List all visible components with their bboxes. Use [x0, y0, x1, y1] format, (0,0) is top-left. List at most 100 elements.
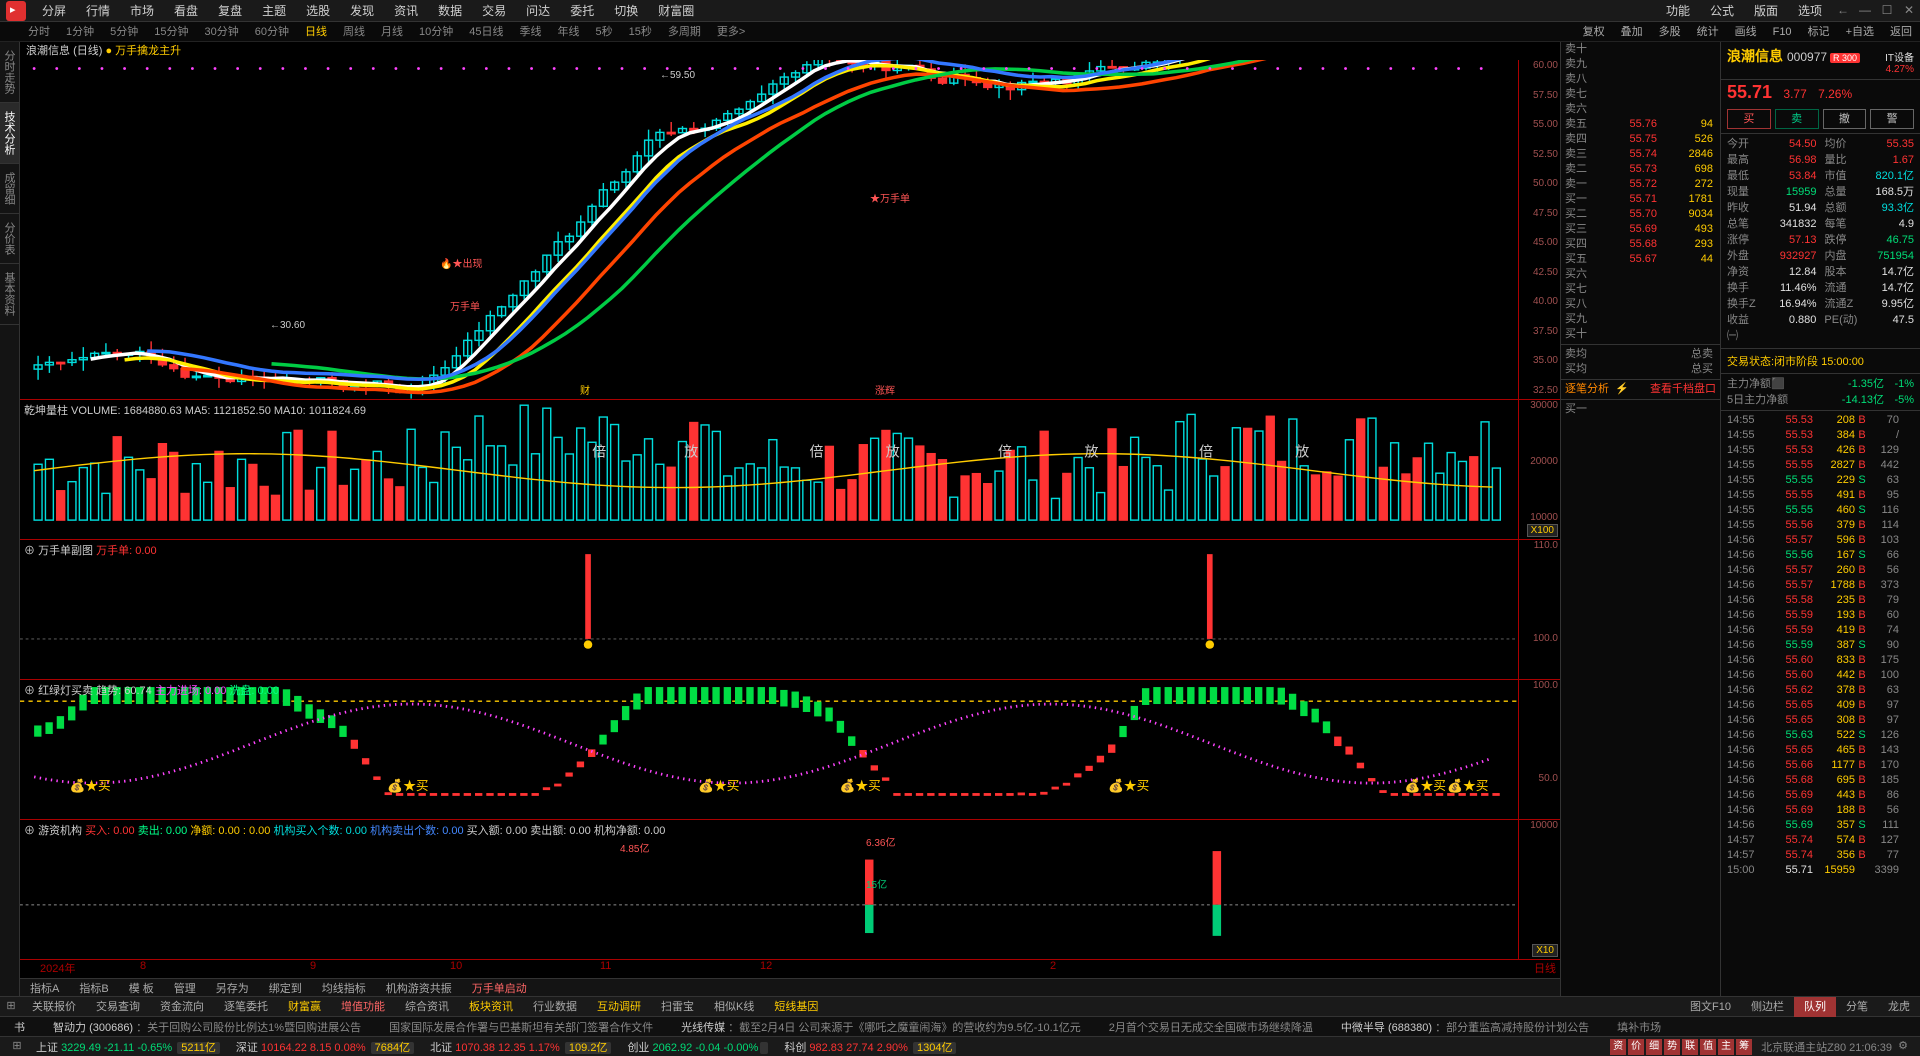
index-创业[interactable]: 创业 2062.92 -0.04 -0.00%	[619, 1039, 776, 1055]
news-item[interactable]: 中微半导 (688380) ：部分董监高减持股份计划公告	[1327, 1019, 1603, 1035]
indicator-tab-4[interactable]: 另存为	[206, 979, 259, 996]
func-tab-4[interactable]: 财富赢	[278, 997, 331, 1017]
mini-icon-资[interactable]: 资	[1610, 1039, 1626, 1055]
orderbook-row[interactable]: 买八	[1561, 297, 1720, 312]
tf-tool-统计[interactable]: 统计	[1689, 22, 1727, 42]
orderbook-row[interactable]: 卖均总卖	[1561, 347, 1720, 362]
timeframe-年线[interactable]: 年线	[550, 26, 588, 38]
action-btn-警[interactable]: 警	[1870, 109, 1914, 129]
indicator-tab-5[interactable]: 绑定到	[259, 979, 312, 996]
menu-行情[interactable]: 行情	[76, 4, 120, 18]
orderbook-row[interactable]: 买五55.6744	[1561, 252, 1720, 267]
tf-tool-叠加[interactable]: 叠加	[1613, 22, 1651, 42]
index-北证[interactable]: 北证 1070.38 12.35 1.17% 109.2亿	[422, 1039, 619, 1055]
menu-选股[interactable]: 选股	[296, 4, 340, 18]
news-item[interactable]: 书	[0, 1019, 39, 1035]
timeframe-分时[interactable]: 分时	[20, 26, 58, 38]
orderbook-row[interactable]: 买七	[1561, 282, 1720, 297]
indicator-tab-1[interactable]: 指标B	[69, 979, 118, 996]
orderbook-row[interactable]: 卖八	[1561, 72, 1720, 87]
sub-indicator-2[interactable]: ⊕ 红绿灯买卖 趋势: 60.74 主力进场: 0.00 洗盘: 0.00 10…	[20, 680, 1560, 820]
orderbook-row[interactable]: 卖三55.742846	[1561, 147, 1720, 162]
menu-看盘[interactable]: 看盘	[164, 4, 208, 18]
timeframe-月线[interactable]: 月线	[373, 26, 411, 38]
minimize-icon[interactable]: —	[1856, 2, 1874, 20]
news-item[interactable]: 光线传媒 ：截至2月4日 公司来源于《哪吒之魔童闹海》的营收约为9.5亿-10.…	[667, 1019, 1095, 1035]
menu-交易[interactable]: 交易	[472, 4, 516, 18]
mini-icon-价[interactable]: 价	[1628, 1039, 1644, 1055]
func-tab-1[interactable]: 交易查询	[86, 997, 150, 1017]
indicator-tab-8[interactable]: 万手单启动	[462, 979, 537, 996]
func-tab-5[interactable]: 增值功能	[331, 997, 395, 1017]
orderbook-row[interactable]: 买均总买	[1561, 362, 1720, 377]
timeframe-10分钟[interactable]: 10分钟	[411, 26, 461, 38]
news-item[interactable]: 填补市场	[1603, 1019, 1675, 1035]
menu-委托[interactable]: 委托	[560, 4, 604, 18]
menu-主题[interactable]: 主题	[252, 4, 296, 18]
orderbook-row[interactable]: 卖七	[1561, 87, 1720, 102]
timeframe-15分钟[interactable]: 15分钟	[146, 26, 196, 38]
sub-indicator-1[interactable]: ⊕ 万手单副图 万手单: 0.00 110.0100.0	[20, 540, 1560, 680]
expand-icon[interactable]: ⊞	[2, 998, 20, 1016]
menu-分屏[interactable]: 分屏	[32, 4, 76, 18]
func-right-0[interactable]: 图文F10	[1680, 997, 1741, 1017]
timeframe-45日线[interactable]: 45日线	[461, 26, 511, 38]
action-btn-买[interactable]: 买	[1727, 109, 1771, 129]
menu-发现[interactable]: 发现	[340, 4, 384, 18]
timeframe-周线[interactable]: 周线	[335, 26, 373, 38]
orderbook-row[interactable]: 买六	[1561, 267, 1720, 282]
news-item[interactable]: 智动力 (300686) ：关于回购公司股份比例达1%暨回购进展公告	[39, 1019, 375, 1035]
tf-tool-多股[interactable]: 多股	[1651, 22, 1689, 42]
action-btn-卖[interactable]: 卖	[1775, 109, 1819, 129]
timeframe-1分钟[interactable]: 1分钟	[58, 26, 102, 38]
func-tab-10[interactable]: 扫雷宝	[651, 997, 704, 1017]
status-gear-icon[interactable]: ⚙	[1894, 1038, 1912, 1056]
orderbook-row[interactable]: 买四55.68293	[1561, 237, 1720, 252]
industry-label[interactable]: IT设备	[1885, 49, 1914, 64]
orderbook-row[interactable]: 买一	[1561, 402, 1720, 417]
tf-tool-返回[interactable]: 返回	[1882, 22, 1920, 42]
orderbook-row[interactable]: 卖十	[1561, 42, 1720, 57]
timeframe-季线[interactable]: 季线	[512, 26, 550, 38]
news-item[interactable]: 国家国际发展合作署与巴基斯坦有关部门签署合作文件	[375, 1019, 667, 1035]
orderbook-analysis-link[interactable]: 逐笔分析⚡查看千档盘口	[1561, 382, 1720, 397]
indicator-tab-0[interactable]: 指标A	[20, 979, 69, 996]
tf-tool-F10[interactable]: F10	[1765, 22, 1800, 42]
back-icon[interactable]: ←	[1834, 2, 1852, 20]
orderbook-row[interactable]: 卖九	[1561, 57, 1720, 72]
func-tab-6[interactable]: 综合资讯	[395, 997, 459, 1017]
func-right-2[interactable]: 队列	[1794, 997, 1836, 1017]
menu-数据[interactable]: 数据	[428, 4, 472, 18]
menu-资讯[interactable]: 资讯	[384, 4, 428, 18]
timeframe-多周期[interactable]: 多周期	[660, 26, 709, 38]
timeframe-5分钟[interactable]: 5分钟	[102, 26, 146, 38]
orderbook-row[interactable]: 买三55.69493	[1561, 222, 1720, 237]
func-tab-0[interactable]: 关联报价	[22, 997, 86, 1017]
menu-版面[interactable]: 版面	[1744, 4, 1788, 18]
indicator-tab-2[interactable]: 模 板	[119, 979, 164, 996]
mini-icon-细[interactable]: 细	[1646, 1039, 1662, 1055]
mini-icon-联[interactable]: 联	[1682, 1039, 1698, 1055]
mini-icon-势[interactable]: 势	[1664, 1039, 1680, 1055]
func-tab-11[interactable]: 相似K线	[704, 997, 764, 1017]
orderbook-row[interactable]: 买二55.709034	[1561, 207, 1720, 222]
tf-tool-复权[interactable]: 复权	[1575, 22, 1613, 42]
vtab-0[interactable]: 分时走势	[0, 42, 19, 103]
timeframe-5秒[interactable]: 5秒	[588, 26, 621, 38]
menu-市场[interactable]: 市场	[120, 4, 164, 18]
menu-公式[interactable]: 公式	[1700, 4, 1744, 18]
menu-选项[interactable]: 选项	[1788, 4, 1832, 18]
func-tab-3[interactable]: 逐笔委托	[214, 997, 278, 1017]
indicator-tab-6[interactable]: 均线指标	[312, 979, 376, 996]
orderbook-row[interactable]: 卖一55.72272	[1561, 177, 1720, 192]
maximize-icon[interactable]: ☐	[1878, 2, 1896, 20]
func-tab-9[interactable]: 互动调研	[587, 997, 651, 1017]
orderbook-row[interactable]: 买十	[1561, 327, 1720, 342]
timeframe-30分钟[interactable]: 30分钟	[197, 26, 247, 38]
menu-切换[interactable]: 切换	[604, 4, 648, 18]
tf-tool-+自选[interactable]: +自选	[1838, 22, 1882, 42]
index-深证[interactable]: 深证 10164.22 8.15 0.08% 7684亿	[228, 1039, 422, 1055]
vtab-2[interactable]: 成留细	[0, 164, 19, 214]
orderbook-row[interactable]: 卖五55.7694	[1561, 117, 1720, 132]
timeframe-15秒[interactable]: 15秒	[621, 26, 660, 38]
